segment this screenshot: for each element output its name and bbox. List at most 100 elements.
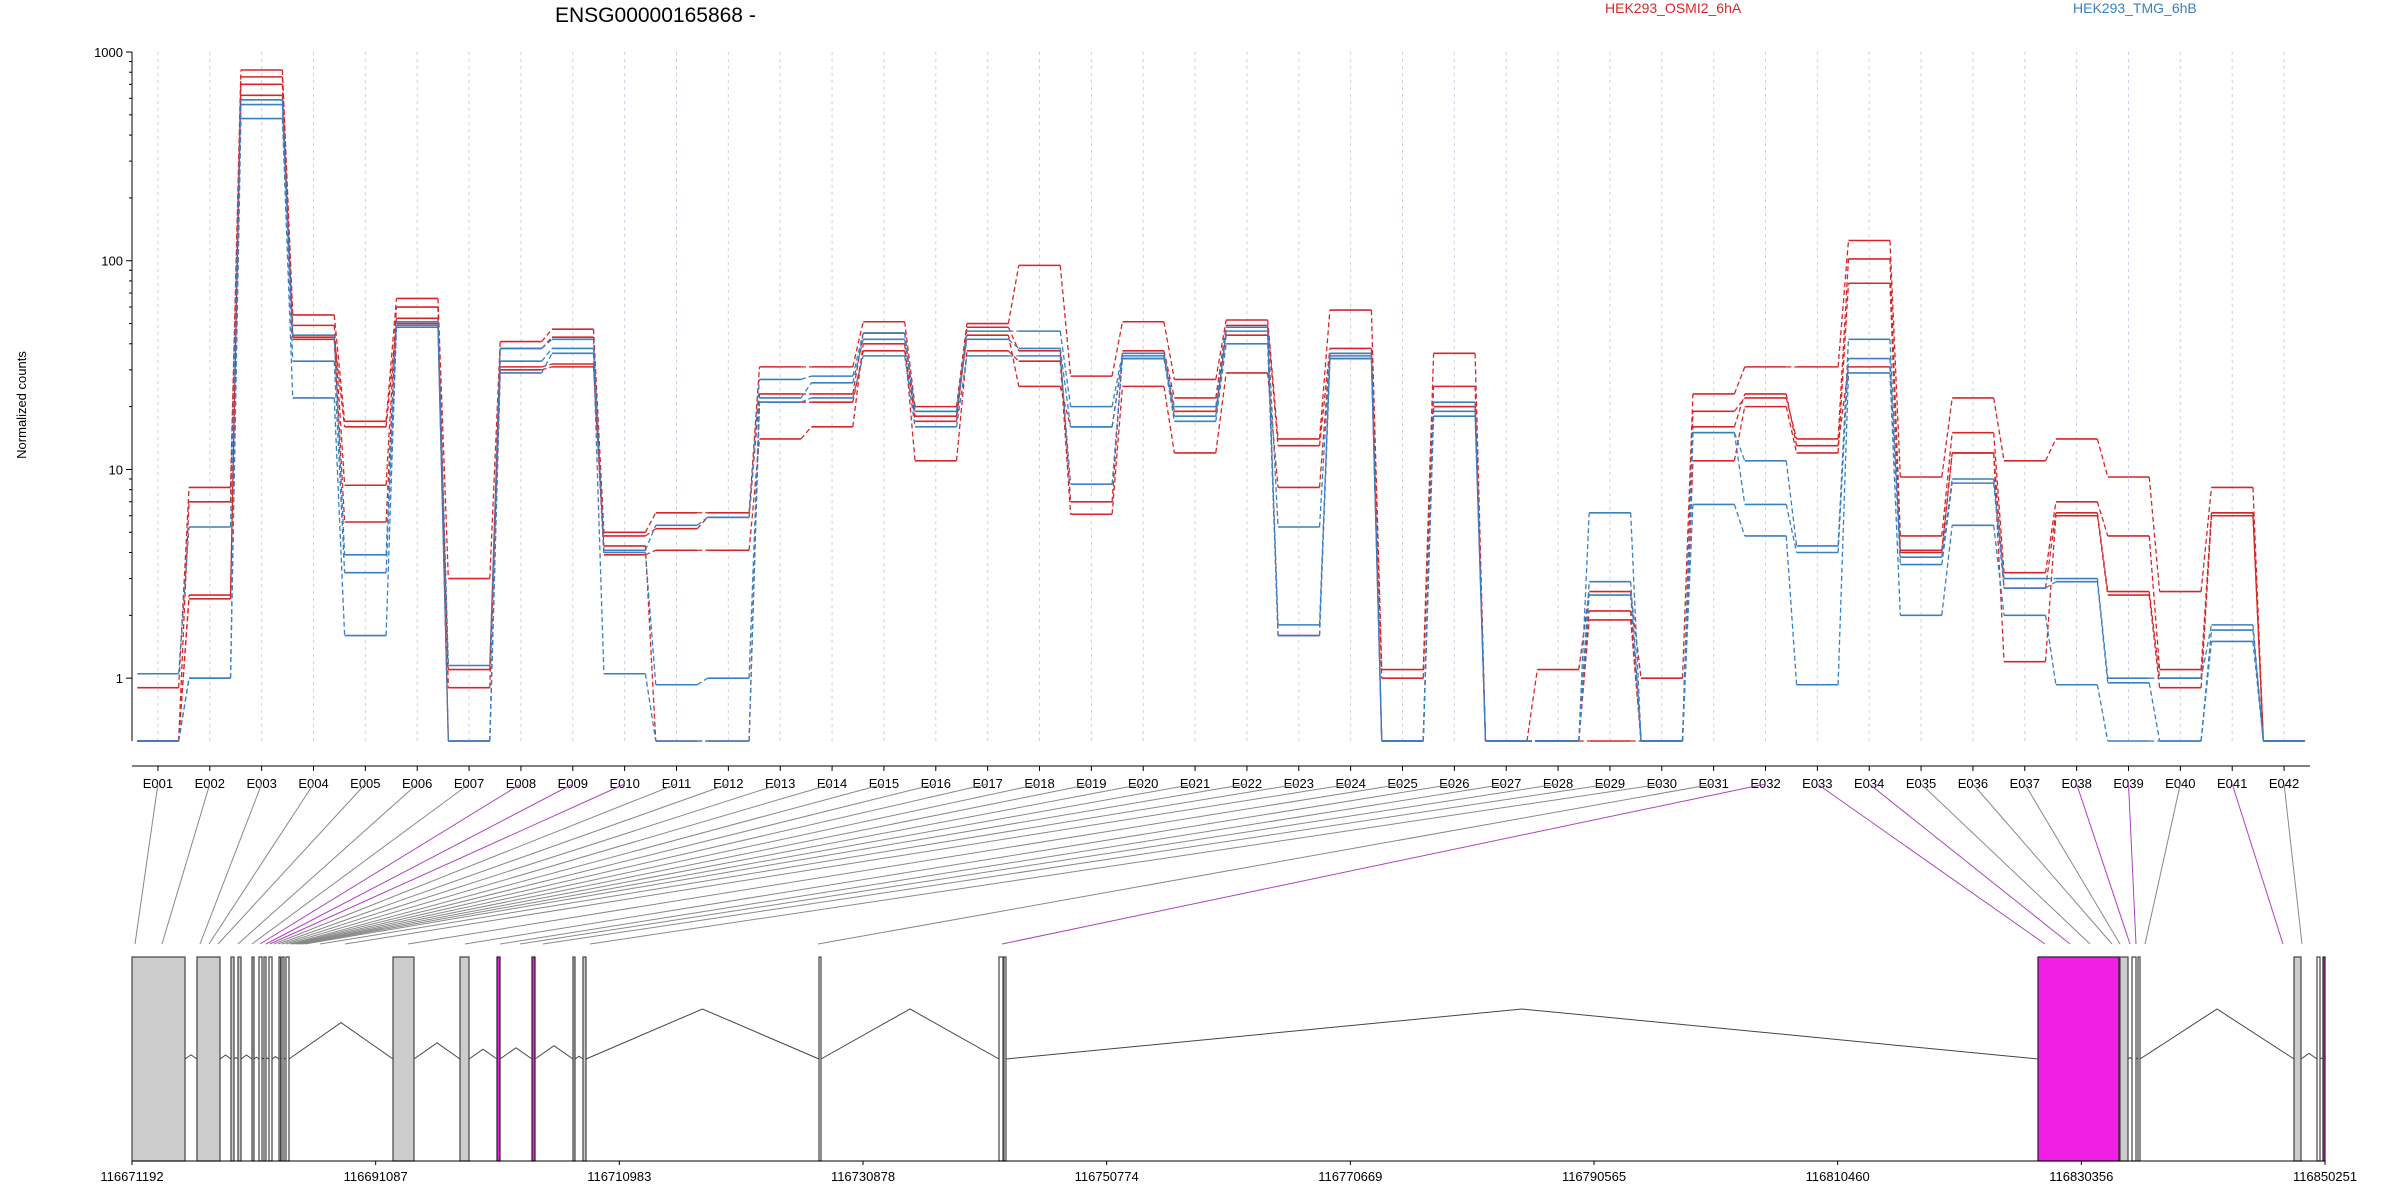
exon-transition: [333, 339, 346, 523]
exon-label: E005: [350, 776, 380, 791]
exon-transition: [1941, 525, 1953, 616]
x-axis: E001 E002 E003 E004 E005 E006 E007 E008 E009 E010…: [132, 765, 2310, 791]
exon-label: E032: [1750, 776, 1780, 791]
exon-transition: [1941, 452, 1953, 553]
series-5: [137, 99, 2305, 742]
coord-label: 116830356: [2049, 1169, 2113, 1184]
exon-transition: [1993, 525, 2005, 616]
exon-transition: [2044, 438, 2057, 462]
exon-transition: [2200, 624, 2213, 679]
exon-connectors: [134, 783, 2303, 945]
exon-label: E026: [1439, 776, 1469, 791]
exon-transition: [1681, 432, 1694, 742]
intron-line: [279, 1057, 283, 1060]
exon-connector: [285, 783, 833, 945]
exon-transition: [1422, 353, 1435, 670]
exon-box: [2293, 956, 2302, 1162]
exon-transition: [645, 528, 657, 537]
series-7: [137, 117, 2305, 742]
exon-transition: [333, 314, 346, 422]
exon-label: E042: [2269, 776, 2299, 791]
exon-transition: [1422, 386, 1435, 679]
exon-box: [818, 956, 822, 1162]
exon-transition: [1889, 372, 1901, 616]
exon-transition: [1059, 361, 1072, 515]
exon-label: E030: [1647, 776, 1677, 791]
coord-label: 116750774: [1075, 1169, 1139, 1184]
exon-transition: [1267, 327, 1279, 528]
intron-line: [283, 1057, 287, 1060]
intron-line: [253, 1056, 260, 1060]
exon-transition: [852, 332, 864, 395]
exon-connector: [265, 783, 574, 945]
exon-connector: [293, 783, 988, 945]
intron-line: [184, 1054, 198, 1060]
exon-transition: [1733, 366, 1746, 395]
exon-connector: [259, 783, 522, 945]
exon-transition: [800, 397, 812, 403]
exon-transition: [1163, 355, 1175, 417]
exon-transition: [2044, 501, 2057, 573]
exon-transition: [1785, 504, 1798, 553]
exon-label: E037: [2010, 776, 2040, 791]
coord-label: 116691087: [344, 1169, 408, 1184]
exon-transition: [385, 327, 398, 636]
exon-label: E009: [558, 776, 588, 791]
exon-transition: [489, 372, 501, 742]
exon-transition: [281, 99, 294, 336]
exon-label: E001: [143, 776, 173, 791]
exon-transition: [2148, 682, 2161, 742]
exon-transition: [385, 323, 398, 427]
exon-transition: [1785, 393, 1798, 446]
exon-label: E034: [1854, 776, 1884, 791]
intron-line: [233, 1056, 239, 1060]
exon-transition: [644, 512, 657, 533]
y-axis-title: Normalized counts: [14, 351, 29, 459]
exon-label: E011: [662, 776, 691, 791]
series-3: [137, 83, 2305, 742]
exon-box: [2137, 956, 2141, 1162]
coord-label: 116730878: [831, 1169, 895, 1184]
exon-transition: [592, 353, 605, 674]
exon-connector: [208, 783, 314, 945]
exon-transition: [644, 525, 657, 551]
exon-label: E023: [1284, 776, 1314, 791]
intron-line: [219, 1054, 232, 1060]
exon-label: E014: [817, 776, 847, 791]
exon-connector: [464, 783, 1455, 945]
y-tick-label: 1000: [94, 45, 123, 60]
exon-connector: [304, 783, 1248, 945]
exon-box: [2037, 956, 2120, 1162]
exon-box: [285, 956, 290, 1162]
exon-transition: [1785, 397, 1798, 440]
exon-label: E016: [921, 776, 951, 791]
exon-transition: [333, 337, 346, 427]
exon-connector: [1920, 783, 2091, 945]
exon-transition: [1370, 355, 1383, 742]
exon-transition: [800, 426, 812, 440]
exon-transition: [1215, 319, 1227, 380]
intron-line: [2139, 1008, 2295, 1060]
exon-transition: [1941, 397, 1953, 478]
exon-transition: [1267, 319, 1279, 440]
exon-transition: [1993, 483, 2005, 589]
exon-transition: [2044, 515, 2057, 662]
intron-line: [534, 1045, 574, 1060]
exon-connector: [251, 783, 470, 945]
coord-label: 116790565: [1562, 1169, 1626, 1184]
exon-transition: [852, 332, 864, 377]
exon-label: E021: [1180, 776, 1210, 791]
exon-connector: [273, 783, 677, 945]
exon-transition: [1526, 669, 1538, 742]
exon-transition: [955, 339, 968, 412]
exon-transition: [1733, 406, 1746, 461]
exon-connector: [499, 783, 1507, 945]
exon-connector: [2283, 783, 2303, 945]
exon-connector: [269, 783, 625, 945]
exon-connector: [519, 783, 1559, 945]
exon-transition: [1318, 353, 1331, 488]
intron-line: [413, 1042, 461, 1060]
exon-transition: [1785, 535, 1798, 685]
exon-box: [230, 956, 235, 1162]
